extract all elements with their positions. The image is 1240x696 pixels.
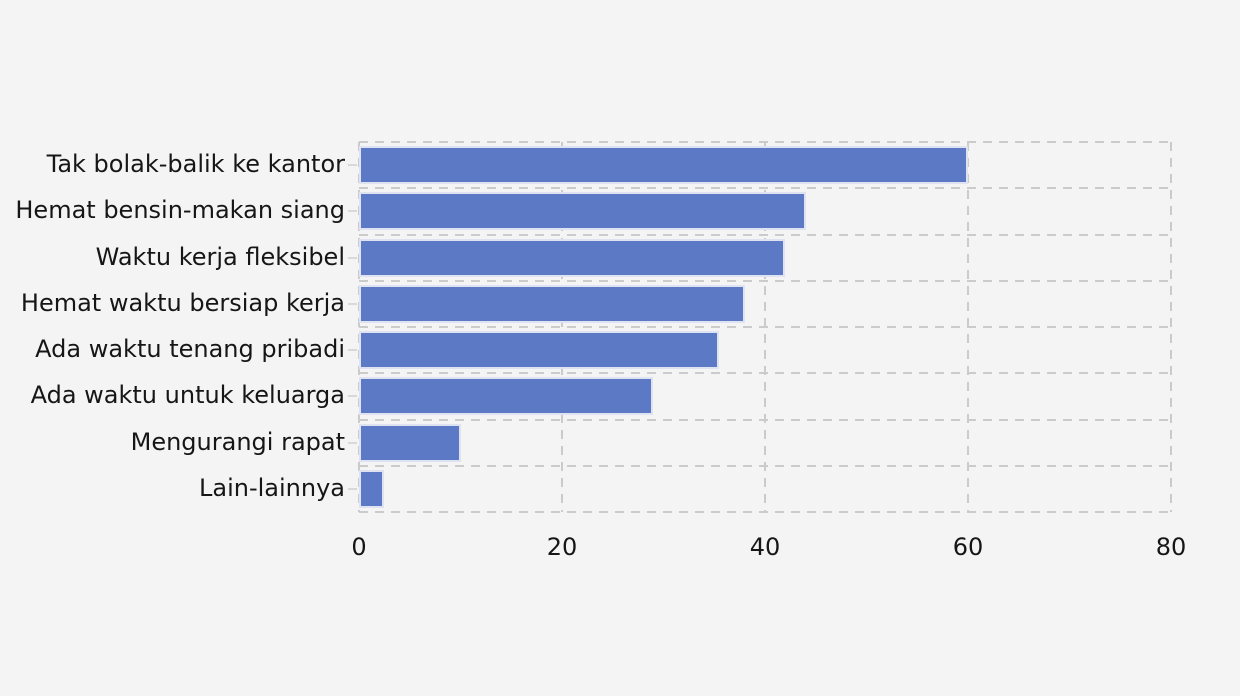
y-gridline-4 xyxy=(359,326,1171,328)
category-label-6: Mengurangi rapat xyxy=(130,427,345,456)
y-gridline-8 xyxy=(359,511,1171,513)
category-label-2: Waktu kerja fleksibel xyxy=(95,242,345,271)
y-tick-mark-3 xyxy=(348,303,357,305)
bar-1 xyxy=(359,192,806,230)
x-tick-label-0: 0 xyxy=(351,533,367,561)
y-tick-mark-5 xyxy=(348,395,357,397)
y-gridline-6 xyxy=(359,419,1171,421)
bar-4 xyxy=(359,331,719,369)
category-label-4: Ada waktu tenang pribadi xyxy=(35,335,345,364)
plot-area xyxy=(358,141,1172,513)
category-label-3: Hemat waktu bersiap kerja xyxy=(20,289,345,318)
bar-3 xyxy=(359,285,745,323)
y-tick-mark-1 xyxy=(348,210,357,212)
x-tick-label-40: 40 xyxy=(749,533,781,561)
category-label-0: Tak bolak-balik ke kantor xyxy=(46,150,345,179)
bar-0 xyxy=(359,146,968,184)
y-tick-mark-7 xyxy=(348,488,357,490)
y-tick-mark-6 xyxy=(348,442,357,444)
x-tick-label-60: 60 xyxy=(952,533,984,561)
y-tick-mark-2 xyxy=(348,257,357,259)
y-tick-mark-4 xyxy=(348,349,357,351)
x-tick-label-20: 20 xyxy=(546,533,578,561)
x-tick-label-80: 80 xyxy=(1155,533,1187,561)
category-label-5: Ada waktu untuk keluarga xyxy=(30,381,345,410)
y-gridline-2 xyxy=(359,234,1171,236)
y-gridline-5 xyxy=(359,372,1171,374)
y-gridline-7 xyxy=(359,465,1171,467)
bar-6 xyxy=(359,424,461,462)
y-gridline-1 xyxy=(359,187,1171,189)
y-tick-mark-0 xyxy=(348,164,357,166)
y-gridline-3 xyxy=(359,280,1171,282)
bar-5 xyxy=(359,377,653,415)
x-gridline-80 xyxy=(1170,142,1172,512)
bar-2 xyxy=(359,239,785,277)
category-label-1: Hemat bensin-makan siang xyxy=(15,196,345,225)
bar-7 xyxy=(359,470,384,508)
category-label-7: Lain-lainnya xyxy=(199,474,345,503)
y-gridline-0 xyxy=(359,141,1171,143)
